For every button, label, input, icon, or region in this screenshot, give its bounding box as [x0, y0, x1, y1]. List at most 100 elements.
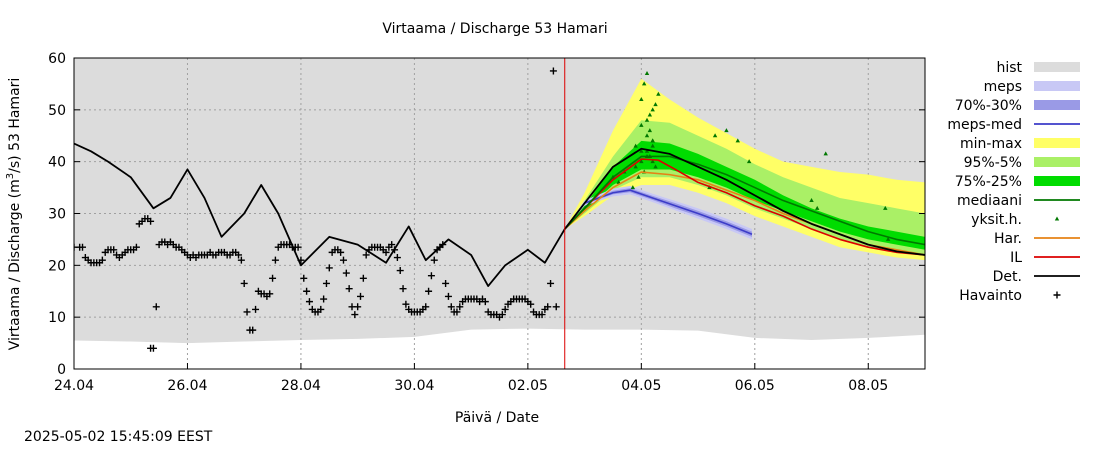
havainto-point	[453, 308, 461, 316]
havainto-point	[266, 290, 274, 298]
yksit-point	[644, 133, 650, 138]
legend-label-il: IL	[1010, 250, 1022, 266]
yksit-point	[639, 159, 644, 164]
havainto-point	[303, 287, 311, 295]
havainto-point	[456, 303, 464, 311]
havainto-point	[249, 326, 257, 334]
yksit-point	[650, 159, 655, 164]
legend-swatch-yksit	[1054, 216, 1060, 221]
yksit-point	[633, 164, 638, 169]
havainto-point	[442, 279, 450, 287]
y-axis-label-tail: /s) 53 Hamari	[7, 78, 23, 173]
havainto-point	[354, 303, 362, 311]
band-meps	[564, 186, 752, 240]
yksit-point	[639, 148, 644, 153]
yksit-point	[630, 185, 636, 190]
yksit-point	[633, 143, 638, 148]
y-tick-label: 50	[48, 103, 66, 119]
y-tick-label: 60	[48, 51, 66, 67]
plot-area	[73, 57, 926, 370]
yksit-point	[639, 96, 644, 101]
yksit-point	[644, 117, 650, 122]
havainto-point	[342, 269, 350, 277]
havainto-point	[544, 303, 552, 311]
legend-label-meps-70-30: 70%-30%	[955, 98, 1022, 114]
yksit-point	[815, 205, 820, 210]
yksit-point	[735, 138, 740, 143]
generated-timestamp: 2025-05-02 15:45:09 EEST	[24, 429, 213, 445]
legend-swatch-min-max	[1034, 138, 1080, 148]
yksit-point	[883, 205, 888, 210]
havainto-point	[252, 305, 260, 313]
havainto-point	[98, 256, 106, 264]
legend-label-havainto: Havainto	[959, 288, 1022, 304]
havainto-point	[362, 251, 370, 259]
havainto-point	[317, 305, 325, 313]
yksit-point	[641, 81, 647, 86]
havainto-point	[300, 274, 308, 282]
havainto-point	[152, 303, 160, 311]
yksit-point	[712, 133, 718, 138]
havainto-point	[339, 256, 347, 264]
havainto-point	[388, 241, 396, 249]
havainto-point	[439, 241, 447, 249]
yksit-point	[650, 138, 655, 143]
havainto-point	[297, 256, 305, 264]
yksit-point	[653, 102, 658, 107]
legend-label-p95-5: 95%-5%	[964, 155, 1022, 171]
havainto-point	[337, 248, 345, 256]
legend: hist meps 70%-30% meps-med min-max 95%-5% 75%-…	[947, 60, 1080, 304]
havainto-point	[325, 264, 333, 272]
yksit-point	[823, 151, 828, 156]
legend-label-min-max: min-max	[960, 136, 1022, 152]
x-tick-label: 06.05	[735, 378, 775, 394]
havainto-point	[481, 298, 489, 306]
havainto-point	[382, 248, 390, 256]
series-il	[564, 158, 925, 256]
y-axis-ticks: 0 10 20 30 40 50 60	[48, 51, 925, 378]
havainto-point	[547, 279, 555, 287]
havainto-point	[501, 305, 509, 313]
yksit-point	[644, 71, 650, 76]
yksit-point	[885, 236, 891, 241]
havainto-point	[243, 308, 251, 316]
havainto-point	[549, 67, 557, 75]
x-tick-label: 30.04	[394, 378, 434, 394]
y-tick-label: 0	[57, 362, 66, 378]
yksit-point	[656, 91, 661, 96]
yksit-point	[724, 128, 729, 133]
band-meps-70-30	[564, 188, 752, 237]
havainto-point	[110, 246, 118, 254]
x-tick-label: 02.05	[508, 378, 548, 394]
yksit-point	[647, 128, 653, 133]
legend-swatch-p75-25	[1034, 176, 1080, 186]
havainto-point	[359, 274, 367, 282]
havainto-point	[320, 295, 328, 303]
havainto-point	[269, 274, 277, 282]
x-axis-label: Päivä / Date	[455, 410, 539, 426]
x-tick-label: 04.05	[621, 378, 661, 394]
yksit-point	[650, 143, 655, 148]
havainto-point	[345, 285, 353, 293]
legend-label-p75-25: 75%-25%	[955, 174, 1022, 190]
yksit-point	[616, 179, 621, 184]
y-tick-label: 30	[48, 207, 66, 223]
havainto-point	[357, 292, 365, 300]
legend-label-meps: meps	[984, 79, 1022, 95]
legend-swatch-p95-5	[1034, 157, 1080, 167]
havainto-point	[399, 285, 407, 293]
yksit-point	[636, 174, 641, 179]
legend-swatch-meps-70-30	[1034, 100, 1080, 110]
yksit-point	[647, 112, 653, 117]
havainto-point	[79, 243, 87, 251]
yksit-point	[650, 107, 655, 112]
yksit-point	[809, 198, 814, 203]
havainto-point	[237, 256, 245, 264]
yksit-point	[746, 159, 752, 164]
legend-label-har: Har.	[994, 231, 1022, 247]
series-det	[74, 142, 925, 287]
legend-label-meps-med: meps-med	[947, 117, 1022, 133]
havainto-point	[430, 256, 438, 264]
y-tick-label: 20	[48, 258, 66, 274]
legend-label-mediaani: mediaani	[957, 193, 1022, 209]
